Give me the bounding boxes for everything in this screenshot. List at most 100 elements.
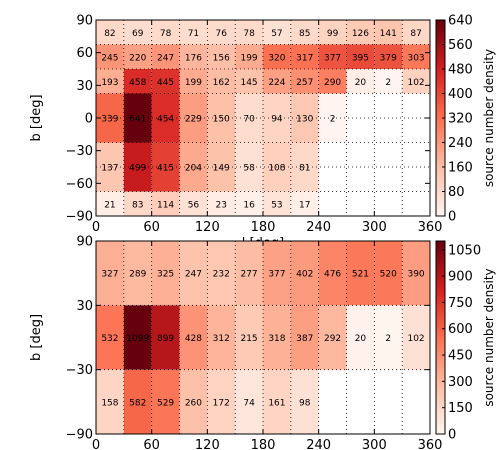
heatmap-cell <box>123 241 152 306</box>
y-tick-label: −90 <box>66 428 93 443</box>
cell-value-label: 74 <box>243 398 255 408</box>
cell-value-label: 199 <box>185 78 202 88</box>
cell-value-label: 499 <box>129 164 146 174</box>
cell-value-label: 16 <box>243 200 255 210</box>
grid-lines <box>96 241 430 434</box>
heatmap-cell <box>235 93 263 143</box>
cell-value-label: 94 <box>271 115 283 125</box>
cell-value-label: 85 <box>299 29 310 39</box>
heatmap-cell <box>290 191 319 216</box>
cell-value-label: 56 <box>188 200 200 210</box>
heatmap-cell <box>263 20 291 45</box>
cell-value-label: 339 <box>101 115 118 125</box>
cell-value-label: 17 <box>299 200 310 210</box>
x-tick-label: 360 <box>418 438 443 450</box>
cell-value-label: 379 <box>380 53 397 63</box>
heatmap-cell <box>123 305 152 370</box>
cell-value-label: 162 <box>213 78 230 88</box>
heatmap-cell <box>290 20 319 45</box>
cell-value-label: 402 <box>296 270 313 280</box>
heatmap-cell <box>318 241 347 306</box>
heatmap-cell <box>346 241 375 306</box>
heatmap-cell <box>96 305 124 370</box>
cell-value-label: 137 <box>101 164 118 174</box>
y-tick-label: 90 <box>76 235 93 250</box>
heatmap-cell <box>263 69 291 94</box>
colorbar-tick-label: 600 <box>448 322 473 337</box>
cell-value-label: 108 <box>268 164 285 174</box>
cell-value-label: 1099 <box>126 334 149 344</box>
heatmap-cell <box>151 369 180 434</box>
y-axis: 90 30 −30 −90 b [deg] <box>29 235 430 443</box>
cell-value-label: 320 <box>268 53 285 63</box>
heatmap-cell <box>123 44 152 69</box>
heatmap-cell <box>263 305 291 370</box>
heatmap-cell <box>374 241 403 306</box>
y-tick-label: 90 <box>76 14 93 29</box>
heatmap-cell <box>290 44 319 69</box>
heatmap-cell <box>151 69 180 94</box>
cell-value-label: 2 <box>385 334 391 344</box>
colorbar-tick-label: 560 <box>448 38 473 53</box>
y-axis-title: b [deg] <box>29 314 44 361</box>
cell-value-label: 172 <box>213 398 230 408</box>
heatmap-cell <box>207 305 236 370</box>
cell-value-label: 387 <box>296 334 313 344</box>
cell-value-label: 445 <box>157 78 174 88</box>
cell-value-label: 149 <box>213 164 230 174</box>
cell-value-label: 21 <box>104 200 115 210</box>
cell-value-label: 20 <box>355 334 367 344</box>
x-tick-label: 120 <box>195 220 220 235</box>
heatmap-cell <box>235 142 263 192</box>
colorbar-tick-label: 240 <box>448 136 473 151</box>
heatmap-cell <box>151 305 180 370</box>
cell-value-label: 232 <box>213 270 230 280</box>
heatmap-cell <box>151 20 180 45</box>
heatmap-cell <box>290 69 319 94</box>
cell-value-label: 317 <box>296 53 313 63</box>
y-tick-label: −30 <box>66 363 93 378</box>
cell-value-label: 260 <box>185 398 202 408</box>
cell-value-label: 215 <box>240 334 257 344</box>
cell-value-label: 529 <box>157 398 174 408</box>
x-axis: 060120180240300360l [deg] <box>92 241 443 450</box>
cell-value-label: 150 <box>213 115 230 125</box>
bottom-heatmap-panel: 327 289 325 247 232 277 377 402 476 521 520 390 532 1… <box>29 235 496 450</box>
x-tick-label: 300 <box>362 438 387 450</box>
cell-value-label: 377 <box>268 270 285 280</box>
y-tick-label: 30 <box>76 79 93 94</box>
cell-value-label: 532 <box>101 334 118 344</box>
cell-value-label: 78 <box>243 29 255 39</box>
cell-value-label: 70 <box>243 115 255 125</box>
cell-value-label: 220 <box>129 53 146 63</box>
cell-value-label: 156 <box>213 53 230 63</box>
heatmap-cell <box>179 241 208 306</box>
heatmap-cell <box>123 191 152 216</box>
heatmap-cell <box>151 191 180 216</box>
colorbar-gradient <box>435 240 446 435</box>
heatmap-cell <box>374 20 403 45</box>
y-axis-title: b [deg] <box>29 94 44 141</box>
cell-value-label: 377 <box>324 53 341 63</box>
cell-value-label: 290 <box>324 78 341 88</box>
cell-value-label: 114 <box>157 200 174 210</box>
cell-value-label: 390 <box>407 270 424 280</box>
heatmap-cell <box>235 191 263 216</box>
heatmap-cell <box>235 20 263 45</box>
cell-value-label: 521 <box>352 270 369 280</box>
heatmap-cell <box>402 305 430 370</box>
heatmap-cell <box>235 44 263 69</box>
heatmap-cell <box>263 369 291 434</box>
heatmap-cell <box>346 44 375 69</box>
cell-value-label: 158 <box>101 398 118 408</box>
cell-value-label: 415 <box>157 164 174 174</box>
colorbar-tick-label: 0 <box>448 210 456 225</box>
x-tick-label: 120 <box>195 438 220 450</box>
cell-value-label: 325 <box>157 270 174 280</box>
heatmap-cell <box>235 241 263 306</box>
cell-value-label: 81 <box>299 164 310 174</box>
cell-value-label: 476 <box>324 270 341 280</box>
cell-value-label: 57 <box>271 29 282 39</box>
colorbar-tick-label: 0 <box>448 428 456 443</box>
cell-value-label: 318 <box>268 334 285 344</box>
